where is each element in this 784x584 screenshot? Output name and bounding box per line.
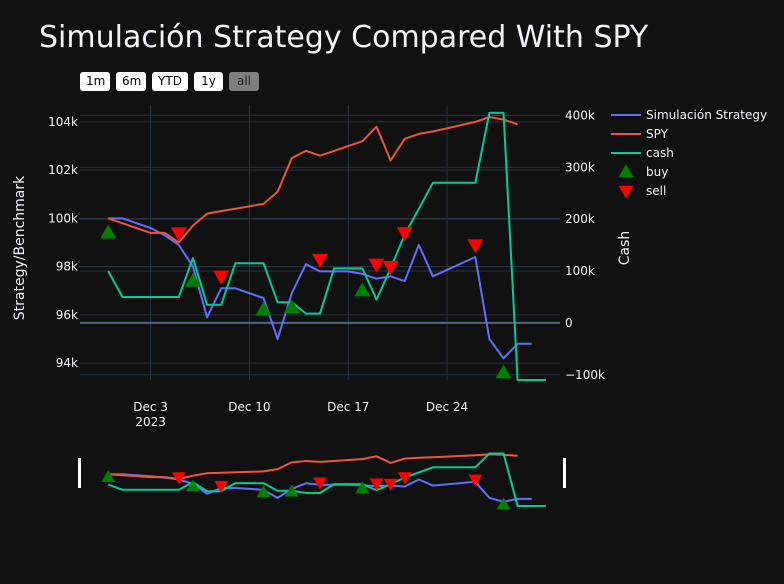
legend-item-simulaci-n-strategy: Simulación Strategy [611,108,767,122]
buy-marker [184,272,201,287]
range-button-all[interactable]: all [229,72,259,91]
series-markers-sell [170,227,484,285]
legend-marker-swatch [618,185,634,199]
series-line-simulaci-n-strategy [108,217,532,360]
buy-marker [283,299,300,314]
y2-axis-ticks: −100k 0 100k 200k 300k 400k [565,108,605,381]
legend-label: SPY [646,127,669,141]
slider-buy-marker [101,469,116,482]
buy-marker [100,224,117,239]
slider-sell-marker [397,472,412,485]
sell-marker [396,227,413,242]
legend-marker-swatch [618,164,634,178]
y2-tick-label: 400k [565,108,595,122]
range-button-1m[interactable]: 1m [80,72,110,91]
legend-item-buy: buy [618,164,668,179]
legend-label: cash [646,146,674,160]
legend-item-spy: SPY [611,127,669,141]
sell-marker [170,227,187,242]
slider-buy-marker [186,479,200,492]
slider-sell-marker [214,480,229,493]
slider-buy-marker [284,484,299,497]
sell-marker [311,253,329,268]
plot-area [100,111,546,381]
x-tick-sublabel: 2023 [135,415,166,429]
legend-item-sell: sell [618,184,666,199]
y-tick-label: 100k [48,211,78,225]
range-button-ytd[interactable]: YTD [152,72,188,91]
y-axis-title: Strategy/Benchmark [12,175,28,320]
sell-marker [382,261,399,276]
slider-sell-marker [171,472,186,485]
x-tick-label: Dec 10 [228,400,270,414]
range-slider-handle-right[interactable] [563,458,566,488]
y-tick-label: 102k [48,163,78,177]
y-tick-label: 94k [56,356,78,370]
y2-tick-label: 200k [565,212,595,226]
slider-line-cash [107,452,546,507]
slider-buy-marker [496,497,511,510]
range-slider [78,448,566,510]
y2-axis-title: Cash [617,231,633,266]
slider-sell-marker [383,478,398,491]
slider-buy-marker [256,485,271,498]
series-markers-buy [100,224,512,379]
slider-buy-marker [355,481,370,494]
gridlines [80,105,560,380]
range-button-6m[interactable]: 6m [116,72,146,91]
y2-tick-label: 100k [565,264,595,278]
slider-sell-marker [369,478,384,491]
range-slider-handle-left[interactable] [78,458,81,488]
chart-title: Simulación Strategy Compared With SPY [39,20,649,55]
range-selector: 1m 6m YTD 1y all [80,72,259,91]
legend: Simulación Strategy SPY cash buy sell [611,108,767,199]
sell-marker [368,258,385,273]
slider-sell-marker [468,474,483,487]
y-tick-label: 98k [56,260,78,274]
x-tick-label: Dec 17 [327,400,369,414]
buy-marker [495,364,512,379]
y2-tick-label: 0 [565,316,573,330]
legend-label: sell [646,184,666,198]
y-tick-label: 104k [48,115,78,129]
legend-label: buy [646,165,668,179]
legend-label: Simulación Strategy [646,108,767,122]
series-line-spy [107,116,518,244]
buy-marker [255,301,272,316]
y2-tick-label: −100k [565,368,605,382]
range-button-1y[interactable]: 1y [194,72,223,91]
x-tick-label: Dec 24 [426,400,468,414]
x-tick-label: Dec 3 [133,400,168,414]
y-axis-ticks: 94k 96k 98k 100k 102k 104k [48,115,78,370]
buy-marker [354,282,371,297]
slider-line-spy [108,453,518,481]
y-tick-label: 96k [56,308,78,322]
sell-marker [467,239,484,254]
y2-tick-label: 300k [565,160,595,174]
sell-marker [213,270,230,285]
series-line-cash [107,111,546,381]
slider-sell-marker [313,477,327,490]
legend-item-cash: cash [611,146,674,160]
